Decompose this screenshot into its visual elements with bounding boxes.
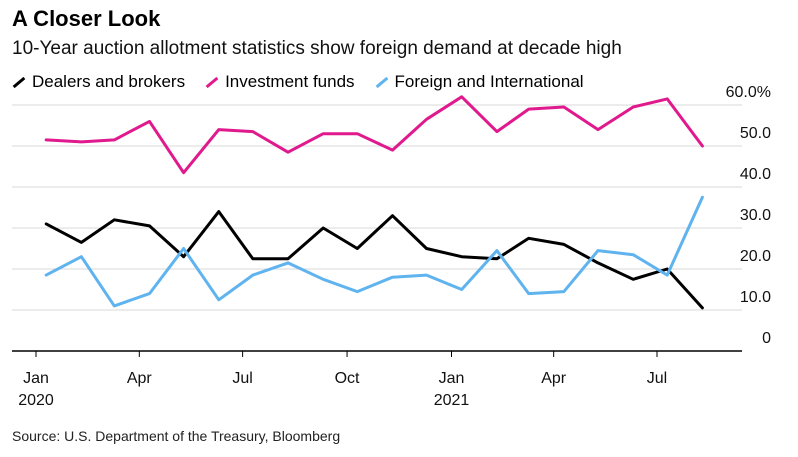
legend-label-foreign: Foreign and International (394, 72, 584, 91)
y-tick-label-30: 30.0 (740, 207, 771, 224)
x-tick-label-2020-01: Jan (23, 370, 49, 387)
y-tick-label-60: 60.0% (726, 84, 771, 101)
legend-item-foreign: Foreign and International (375, 72, 584, 92)
x-tick-label-2021-01: Jan (439, 370, 465, 387)
x-tick-label-2021-04: Apr (541, 370, 567, 387)
series-line-1 (44, 95, 704, 175)
y-axis-tick-labels: 0 10.0 20.0 30.0 40.0 50.0 60.0% (726, 84, 771, 347)
legend-label-investment: Investment funds (225, 72, 355, 91)
chart-subtitle: 10-Year auction allotment statistics sho… (12, 38, 622, 59)
x-tick-label-2020-07: Jul (232, 370, 252, 387)
series-line-0 (44, 210, 704, 310)
x-tick-label-2020-04: Apr (127, 370, 153, 387)
series-lines (44, 95, 704, 310)
series-line-2 (44, 195, 704, 308)
line-chart: 0 10.0 20.0 30.0 40.0 50.0 60.0% Jan 2020 Apr Jul… (12, 84, 771, 409)
chart-title: A Closer Look (12, 6, 161, 31)
y-tick-label-50: 50.0 (740, 125, 771, 142)
x-axis: Jan 2020 Apr Jul Oct Jan 2021 Apr Jul (12, 350, 742, 409)
x-tick-label-2021-07: Jul (647, 370, 667, 387)
y-tick-label-0: 0 (762, 330, 771, 347)
source-note: Source: U.S. Department of the Treasury,… (12, 428, 341, 444)
legend-item-investment: Investment funds (205, 72, 355, 92)
y-tick-label-40: 40.0 (740, 166, 771, 183)
grid-lines (12, 104, 742, 311)
x-tick-label-2020-10: Oct (335, 370, 360, 387)
x-tick-year-2021: 2021 (434, 392, 470, 409)
x-tick-year-2020: 2020 (18, 392, 54, 409)
chart-legend: Dealers and brokers Investment funds For… (12, 72, 584, 92)
legend-item-dealers: Dealers and brokers (12, 72, 185, 92)
legend-label-dealers: Dealers and brokers (32, 72, 186, 91)
y-tick-label-10: 10.0 (740, 289, 771, 306)
y-tick-label-20: 20.0 (740, 248, 771, 265)
